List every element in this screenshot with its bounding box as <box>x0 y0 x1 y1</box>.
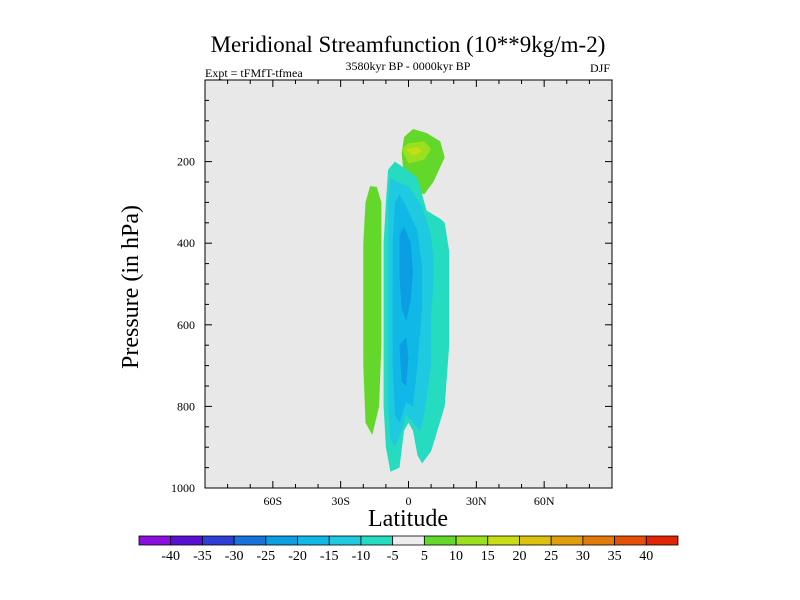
negative-20-lower-core <box>399 337 409 386</box>
colorbar-swatch <box>582 535 615 546</box>
colorbar-swatch <box>233 535 267 546</box>
colorbar-swatch <box>487 535 520 546</box>
colorbar-label: 5 <box>421 549 428 564</box>
colorbar-label: -15 <box>320 549 339 564</box>
colorbar-swatch <box>455 535 489 546</box>
colorbar-swatch <box>614 535 647 546</box>
colorbar-swatch <box>170 535 203 546</box>
colorbar-swatch <box>297 535 330 546</box>
x-tick-label: 30N <box>466 494 487 508</box>
experiment-label: Expt = tFMfT-tfmea <box>205 66 303 80</box>
colorbar-label: -5 <box>387 549 399 564</box>
x-tick-label: 60N <box>534 494 555 508</box>
colorbar-swatch <box>519 535 552 546</box>
colorbar-label: 15 <box>481 549 495 564</box>
colorbar-swatch <box>328 535 362 546</box>
colorbar-swatch <box>265 535 298 546</box>
colorbar: -40 -35 -30 -25 -20 -15 -10 -5 5 10 15 20 25 30 35 40 <box>138 535 679 564</box>
y-tick-label: 200 <box>177 155 195 169</box>
colorbar-label: -10 <box>352 549 371 564</box>
colorbar-label: -30 <box>225 549 244 564</box>
x-tick-label: 60S <box>263 494 282 508</box>
colorbar-label: 40 <box>639 549 653 564</box>
positive-10-region-west <box>363 186 382 435</box>
colorbar-label: 30 <box>576 549 590 564</box>
colorbar-label: 25 <box>544 549 558 564</box>
colorbar-label: -40 <box>161 549 180 564</box>
colorbar-label: 10 <box>449 549 463 564</box>
colorbar-label: 20 <box>512 549 526 564</box>
y-tick-label: 800 <box>177 399 195 413</box>
chart-title: Meridional Streamfunction (10**9kg/m-2) <box>211 32 606 57</box>
axis-ticks: 60S 30S 0 30N 60N 200 400 600 800 1000 <box>171 79 613 508</box>
x-tick-label: 30S <box>331 494 350 508</box>
period-label: 3580kyr BP - 0000kyr BP <box>346 59 471 73</box>
x-axis-label: Latitude <box>368 506 448 532</box>
negative-20-core <box>399 226 413 321</box>
colorbar-label: -20 <box>288 549 307 564</box>
colorbar-swatch <box>423 535 457 546</box>
colorbar-swatch <box>138 535 172 546</box>
colorbar-swatch <box>360 535 394 546</box>
x-tick-label: 0 <box>406 494 412 508</box>
colorbar-swatch <box>202 535 235 546</box>
y-tick-label: 1000 <box>171 481 195 495</box>
colorbar-swatch <box>645 535 679 546</box>
y-axis-label: Pressure (in hPa) <box>118 205 144 369</box>
season-label: DJF <box>590 61 610 75</box>
colorbar-label: -25 <box>256 549 275 564</box>
colorbar-label: 35 <box>608 549 622 564</box>
positive-20-core-upper <box>406 147 423 156</box>
y-tick-label: 600 <box>177 318 195 332</box>
contour-layer <box>363 129 450 472</box>
y-tick-label: 400 <box>177 236 195 250</box>
colorbar-swatch <box>392 535 425 546</box>
colorbar-swatch <box>550 535 584 546</box>
colorbar-label: -35 <box>193 549 212 564</box>
